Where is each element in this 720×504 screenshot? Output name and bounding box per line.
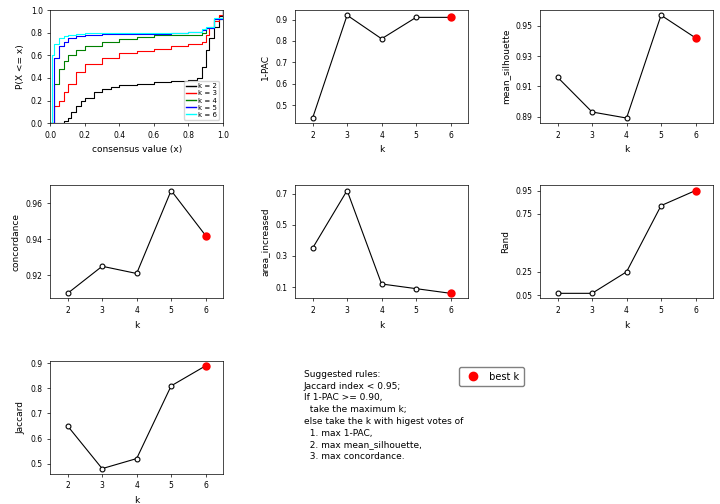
X-axis label: consensus value (x): consensus value (x) [91, 145, 181, 154]
Y-axis label: 1-PAC: 1-PAC [261, 53, 270, 80]
X-axis label: k: k [379, 321, 384, 330]
X-axis label: k: k [134, 321, 139, 330]
Y-axis label: P(X <= x): P(X <= x) [16, 44, 25, 89]
Y-axis label: mean_silhouette: mean_silhouette [501, 29, 510, 104]
Y-axis label: concordance: concordance [12, 213, 20, 271]
Legend:  best k: best k [459, 366, 524, 387]
X-axis label: k: k [379, 145, 384, 154]
Legend: k = 2, k = 3, k = 4, k = 5, k = 6: k = 2, k = 3, k = 4, k = 5, k = 6 [184, 81, 220, 120]
Y-axis label: area_increased: area_increased [261, 208, 270, 276]
Y-axis label: Jaccard: Jaccard [16, 401, 25, 434]
Text: Suggested rules:
Jaccard index < 0.95;
If 1-PAC >= 0.90,
  take the maximum k;
e: Suggested rules: Jaccard index < 0.95; I… [304, 370, 463, 461]
X-axis label: k: k [134, 496, 139, 504]
X-axis label: k: k [624, 145, 629, 154]
X-axis label: k: k [624, 321, 629, 330]
Y-axis label: Rand: Rand [501, 230, 510, 254]
